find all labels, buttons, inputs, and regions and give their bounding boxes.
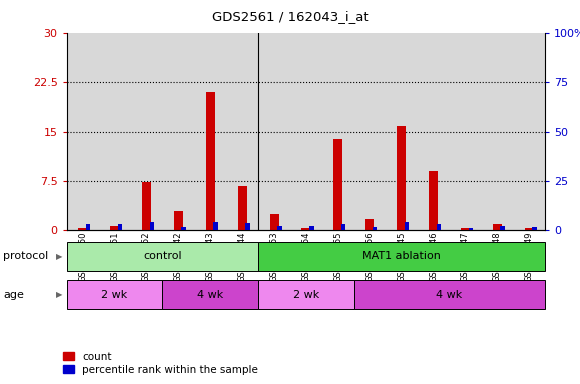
Bar — [270, 214, 278, 230]
Bar — [258, 280, 354, 309]
Text: control: control — [143, 251, 182, 262]
Bar — [150, 222, 154, 230]
Bar — [341, 225, 346, 230]
Legend: count, percentile rank within the sample: count, percentile rank within the sample — [63, 352, 258, 375]
Bar — [429, 171, 438, 230]
Bar — [354, 280, 545, 309]
Bar — [469, 228, 473, 230]
Bar — [437, 225, 441, 230]
Bar — [142, 182, 151, 230]
Bar — [182, 227, 186, 230]
Text: 4 wk: 4 wk — [197, 290, 223, 300]
Bar — [245, 223, 250, 230]
Text: ▶: ▶ — [56, 252, 63, 261]
Text: GDS2561 / 162043_i_at: GDS2561 / 162043_i_at — [212, 10, 368, 23]
Bar — [213, 222, 218, 230]
Text: 2 wk: 2 wk — [293, 290, 319, 300]
Bar — [174, 210, 183, 230]
Text: age: age — [3, 290, 24, 300]
Bar — [302, 228, 310, 230]
Bar — [86, 225, 90, 230]
Bar — [405, 222, 409, 230]
Bar — [373, 227, 378, 230]
Text: 4 wk: 4 wk — [436, 290, 463, 300]
Text: MAT1 ablation: MAT1 ablation — [362, 251, 441, 262]
Text: protocol: protocol — [3, 251, 48, 262]
Bar — [238, 185, 246, 230]
Bar — [67, 242, 258, 271]
Bar — [461, 228, 470, 230]
Bar — [365, 219, 374, 230]
Text: 2 wk: 2 wk — [102, 290, 128, 300]
Bar — [397, 126, 406, 230]
Bar — [334, 139, 342, 230]
Bar — [525, 228, 534, 230]
Bar — [309, 226, 314, 230]
Bar — [162, 280, 258, 309]
Bar — [78, 228, 87, 230]
Bar — [258, 242, 545, 271]
Bar — [118, 225, 122, 230]
Bar — [532, 227, 537, 230]
Bar — [206, 92, 215, 230]
Bar — [110, 226, 119, 230]
Text: ▶: ▶ — [56, 290, 63, 299]
Bar — [501, 227, 505, 230]
Bar — [277, 227, 282, 230]
Bar — [67, 280, 162, 309]
Bar — [493, 225, 502, 230]
